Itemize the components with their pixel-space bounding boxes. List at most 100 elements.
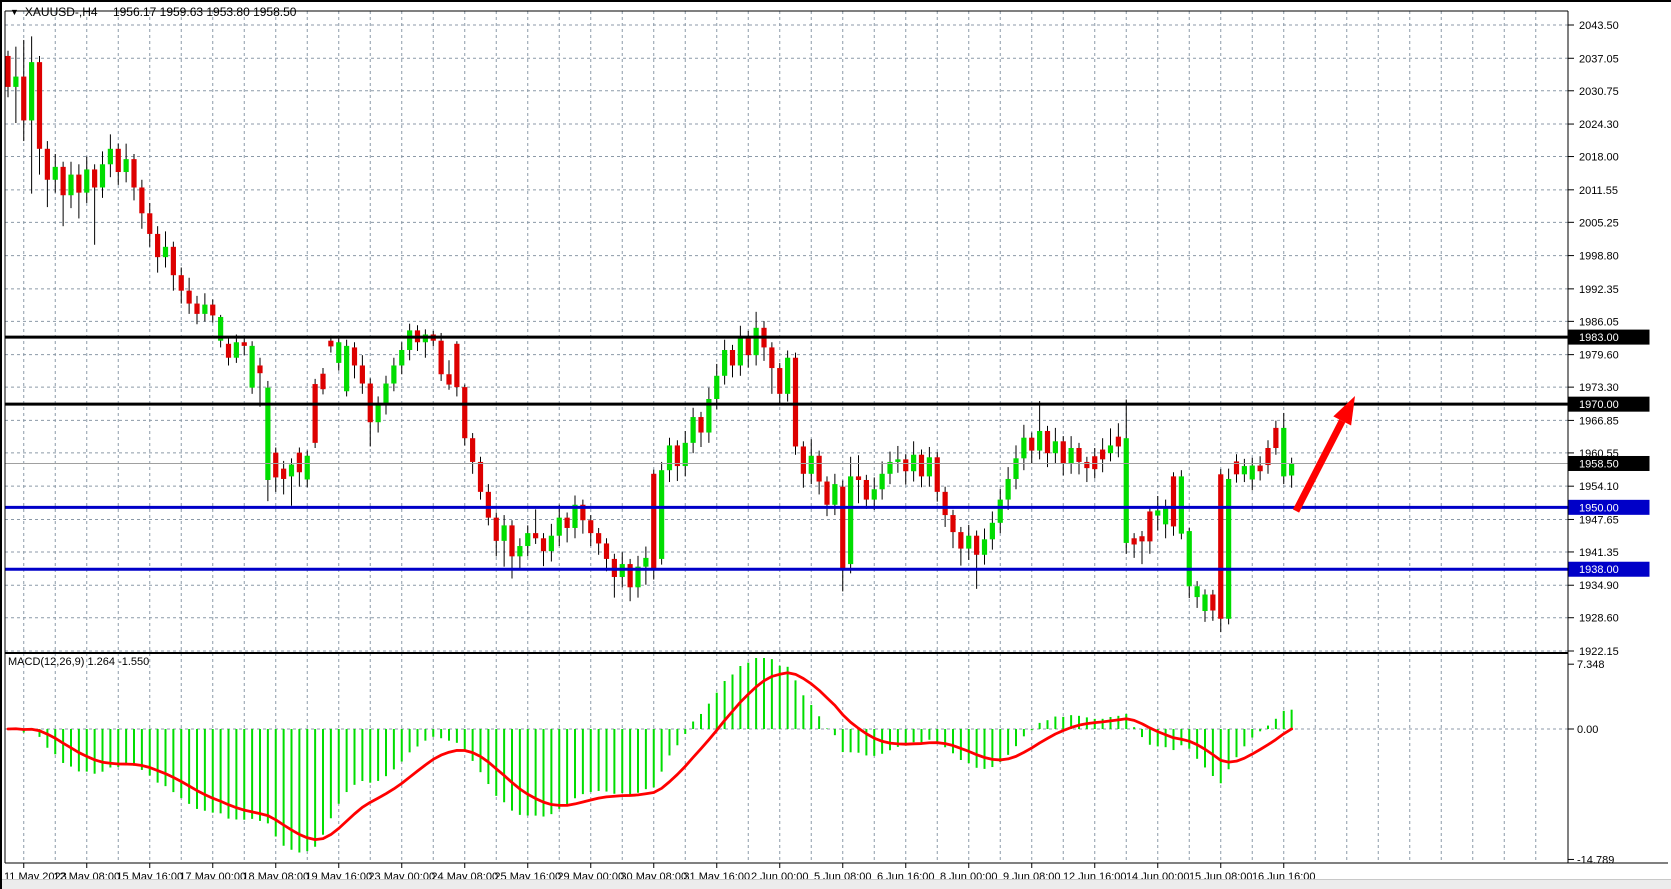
price-tag xyxy=(1568,561,1650,577)
bull-candle xyxy=(808,455,814,474)
bull-candle xyxy=(1241,466,1247,475)
bear-candle xyxy=(950,515,956,533)
bull-candle xyxy=(13,76,19,87)
bull-candle xyxy=(1052,441,1058,454)
macd-tick-label: 0.00 xyxy=(1577,724,1598,736)
bull-candle xyxy=(399,349,405,366)
bear-candle xyxy=(351,347,358,366)
bear-candle xyxy=(509,525,515,557)
price-tick-label: 2024.30 xyxy=(1579,119,1619,131)
price-tick-label: 1979.60 xyxy=(1579,350,1619,362)
bull-candle xyxy=(1107,445,1114,454)
bear-candle xyxy=(21,76,27,121)
macd-main-value: 1.264 xyxy=(87,656,116,668)
bull-candle xyxy=(997,499,1003,523)
bear-candle xyxy=(186,290,192,304)
bull-candle xyxy=(1186,531,1192,587)
bear-candle xyxy=(115,148,121,173)
price-tick-label: 2018.00 xyxy=(1579,152,1619,164)
price-tick-label: 1941.35 xyxy=(1579,547,1619,559)
bull-candle xyxy=(265,387,271,480)
bull-candle xyxy=(1037,430,1043,451)
bear-candle xyxy=(769,347,775,369)
bear-candle xyxy=(462,387,468,439)
bull-candle xyxy=(879,473,885,490)
symbol-period-label: XAUUSD-,H4 xyxy=(24,5,98,19)
bear-candle xyxy=(36,62,43,149)
price-tag xyxy=(1568,455,1650,471)
bear-candle xyxy=(855,476,862,480)
bear-candle xyxy=(1044,430,1051,454)
bear-candle xyxy=(627,564,633,588)
bear-candle xyxy=(44,148,50,180)
price-tag-label: 1938.00 xyxy=(1579,564,1619,576)
bull-candle xyxy=(29,62,35,121)
bull-candle xyxy=(706,399,712,433)
bear-candle xyxy=(903,459,909,472)
bull-candle xyxy=(233,342,239,358)
bear-candle xyxy=(210,304,216,316)
bull-candle xyxy=(887,461,893,474)
bull-candle xyxy=(682,442,688,467)
bear-candle xyxy=(1060,441,1066,464)
bull-candle xyxy=(202,304,208,314)
bear-candle xyxy=(588,520,594,534)
bull-candle xyxy=(1163,508,1169,525)
bear-candle xyxy=(651,473,657,571)
price-tick-label: 1973.30 xyxy=(1579,382,1619,394)
bull-candle xyxy=(981,539,988,555)
bull-candle xyxy=(690,417,696,443)
price-tick-label: 2037.05 xyxy=(1579,53,1619,65)
bear-candle xyxy=(1115,436,1121,447)
bear-candle xyxy=(1210,594,1216,611)
bull-candle xyxy=(1281,427,1287,477)
bull-candle xyxy=(99,164,106,188)
bear-candle xyxy=(60,166,66,196)
bull-candle xyxy=(548,535,554,552)
bull-candle xyxy=(1005,478,1011,500)
symbol-dropdown-icon[interactable]: ▼ xyxy=(10,6,19,17)
trend-arrow[interactable] xyxy=(1333,396,1355,426)
bear-candle xyxy=(131,159,137,188)
bear-candle xyxy=(257,365,263,374)
bear-candle xyxy=(273,452,279,478)
bear-candle xyxy=(1131,538,1137,545)
price-tick-label: 2043.50 xyxy=(1579,20,1619,32)
bull-candle xyxy=(1123,438,1129,543)
bull-candle xyxy=(966,535,972,549)
price-tick-label: 1928.60 xyxy=(1579,613,1619,625)
bull-candle xyxy=(832,484,838,505)
price-tick-label: 1934.90 xyxy=(1579,580,1619,592)
bear-candle xyxy=(178,275,184,291)
bear-candle xyxy=(792,357,799,447)
bear-candle xyxy=(241,342,247,346)
bear-candle xyxy=(533,533,539,539)
bull-candle xyxy=(572,504,578,528)
bear-candle xyxy=(564,517,570,528)
bear-candle xyxy=(438,340,444,375)
bear-candle xyxy=(194,303,200,314)
price-tag xyxy=(1568,329,1650,345)
bear-candle xyxy=(328,340,334,347)
bear-candle xyxy=(974,535,980,555)
bull-candle xyxy=(1249,465,1255,480)
bear-candle xyxy=(958,532,964,549)
bear-candle xyxy=(170,246,176,276)
bull-candle xyxy=(1202,594,1208,612)
bull-candle xyxy=(107,148,113,165)
bull-candle xyxy=(68,174,74,196)
macd-signal-value: -1.550 xyxy=(118,656,150,668)
bear-candle xyxy=(312,384,318,443)
bull-candle xyxy=(848,476,854,565)
price-tick-label: 2030.75 xyxy=(1579,86,1619,98)
bear-candle xyxy=(1233,461,1240,475)
bull-candle xyxy=(1178,476,1184,534)
bear-candle xyxy=(729,349,736,366)
bear-candle xyxy=(1076,448,1082,462)
bull-candle xyxy=(666,445,673,471)
bear-candle xyxy=(147,213,153,234)
bear-candle xyxy=(1147,511,1153,542)
bull-candle xyxy=(525,533,531,547)
bear-candle xyxy=(777,368,783,394)
